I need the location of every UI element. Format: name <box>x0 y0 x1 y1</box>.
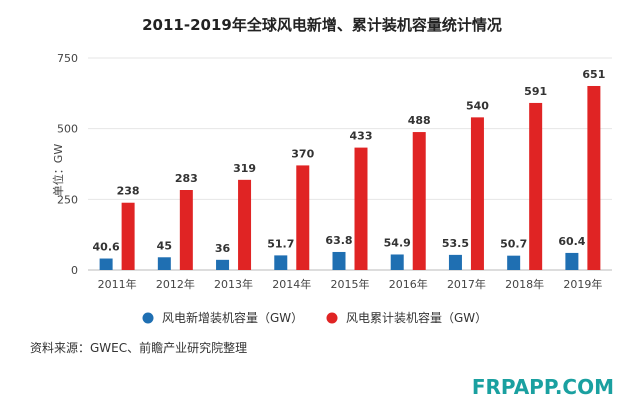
y-axis-label: 单位：GW <box>51 144 65 197</box>
bar-new-capacity <box>565 252 579 270</box>
data-label: 45 <box>157 239 172 252</box>
bar-new-capacity <box>274 255 288 270</box>
x-tick-label: 2019年 <box>563 277 602 291</box>
grid-lines <box>88 57 612 271</box>
x-tick-label: 2017年 <box>447 277 486 291</box>
x-tick-label: 2016年 <box>389 277 428 291</box>
data-label: 488 <box>408 114 431 127</box>
data-label: 238 <box>117 185 140 198</box>
x-tick-label: 2014年 <box>272 277 311 291</box>
data-label: 651 <box>582 68 605 81</box>
y-tick-label: 250 <box>57 193 78 206</box>
legend: 风电新增装机容量（GW） 风电累计装机容量（GW） <box>142 310 487 325</box>
y-tick-label: 750 <box>57 52 78 65</box>
data-label: 283 <box>175 172 198 185</box>
data-label: 591 <box>524 85 547 98</box>
bar-cumulative-capacity <box>529 102 543 270</box>
data-labels: 40.6 238 45 283 36 319 51.7 370 63.8 433 54.9 488 53… <box>93 68 606 255</box>
legend-label: 风电累计装机容量（GW） <box>346 310 487 325</box>
bar-cumulative-capacity <box>354 147 368 270</box>
x-tick-label: 2018年 <box>505 277 544 291</box>
legend-label: 风电新增装机容量（GW） <box>162 310 303 325</box>
x-tick-label: 2013年 <box>214 277 253 291</box>
bar-new-capacity <box>157 257 171 270</box>
bar-cumulative-capacity <box>412 132 426 270</box>
bar-cumulative-capacity <box>238 179 252 270</box>
data-label: 50.7 <box>500 238 527 251</box>
chart-title: 2011-2019年全球风电新增、累计装机容量统计情况 <box>142 16 502 34</box>
bar-cumulative-capacity <box>470 117 484 270</box>
data-label: 319 <box>233 162 256 175</box>
bar-new-capacity <box>448 254 462 270</box>
bar-cumulative-capacity <box>179 190 193 270</box>
bar-new-capacity <box>390 254 404 270</box>
legend-marker <box>326 312 338 324</box>
x-tick-labels: 2011年 2012年 2013年 2014年 2015年 2016年 2017年 2018年… <box>98 277 603 291</box>
x-tick-label: 2011年 <box>98 277 137 291</box>
data-label: 63.8 <box>325 234 352 247</box>
bar-cumulative-capacity <box>587 85 601 270</box>
y-tick-labels: 0 250 500 750 <box>57 52 78 277</box>
bar-cumulative-capacity <box>296 165 310 270</box>
x-tick-label: 2015年 <box>331 277 370 291</box>
bar-new-capacity <box>507 255 521 270</box>
watermark: FRPAPP.COM <box>472 375 614 399</box>
data-label: 36 <box>215 242 231 255</box>
data-label: 40.6 <box>93 241 120 254</box>
bar-new-capacity <box>216 259 230 270</box>
data-label: 370 <box>291 147 314 160</box>
data-label: 60.4 <box>558 235 585 248</box>
bar-new-capacity <box>332 251 346 270</box>
y-tick-label: 0 <box>71 264 78 277</box>
bar-new-capacity <box>99 258 113 270</box>
data-label: 540 <box>466 99 489 112</box>
y-tick-label: 500 <box>57 123 78 136</box>
legend-marker <box>142 312 154 324</box>
data-label: 51.7 <box>267 237 294 250</box>
data-label: 54.9 <box>384 236 411 249</box>
bar-cumulative-capacity <box>121 202 135 270</box>
data-label: 433 <box>350 130 373 143</box>
x-tick-label: 2012年 <box>156 277 195 291</box>
source-note: 资料来源：GWEC、前瞻产业研究院整理 <box>30 340 247 355</box>
bars <box>99 85 601 270</box>
data-label: 53.5 <box>442 237 469 250</box>
